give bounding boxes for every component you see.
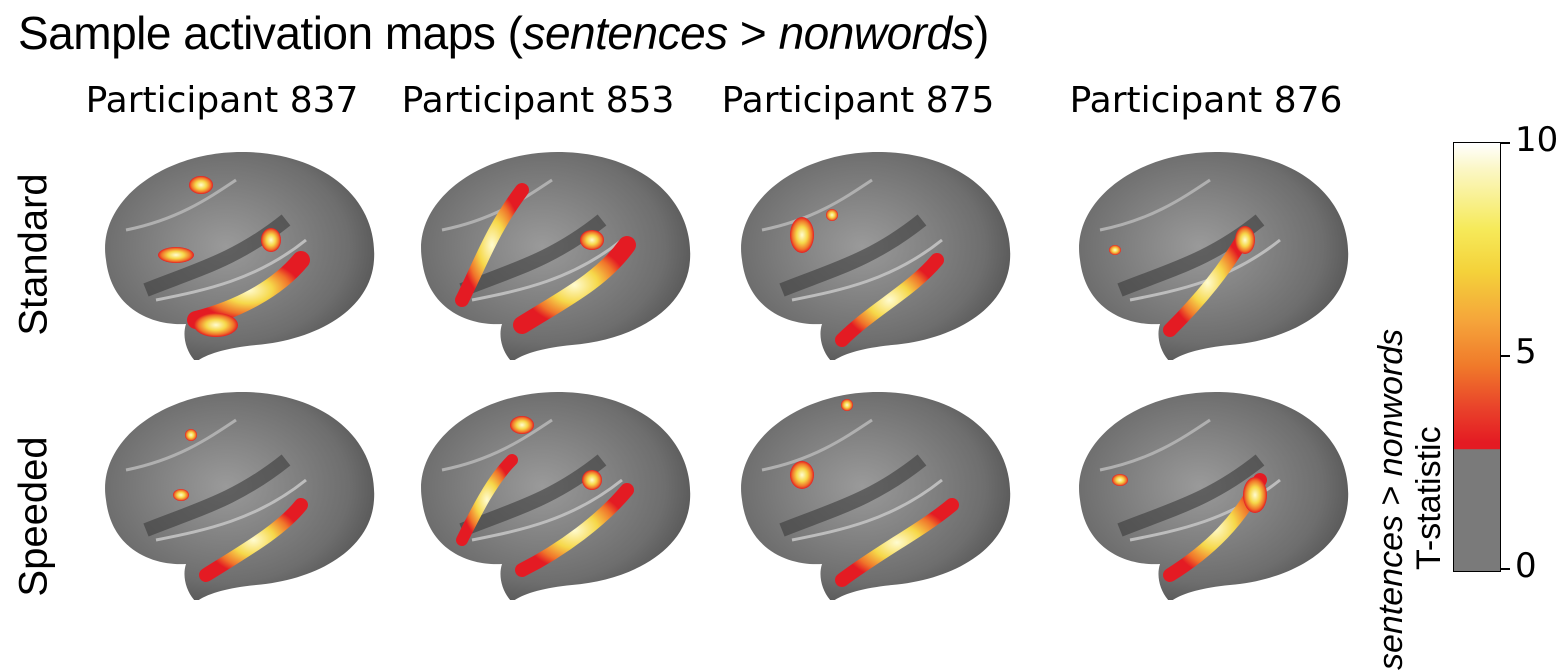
brain-map-876-standard xyxy=(1079,151,1349,360)
colorbar-title-line1: sentences > nonwords xyxy=(1372,329,1411,670)
title-contrast-a: sentences xyxy=(522,7,728,59)
figure-title: Sample activation maps (sentences > nonw… xyxy=(18,6,989,60)
participant-label-876: Participant 876 xyxy=(1069,80,1343,121)
condition-label-speeded: Speeded xyxy=(11,436,56,597)
brain-map-853-standard xyxy=(421,151,691,360)
colorbar-label-5: 5 xyxy=(1515,332,1537,372)
brain-map-876-speeded xyxy=(1079,391,1349,600)
colorbar-contrast-b: nonwords xyxy=(1372,328,1410,477)
brain-map-875-standard xyxy=(741,151,1011,360)
title-prefix: Sample activation maps ( xyxy=(18,7,523,59)
colorbar-title: sentences > nonwords T-statistic xyxy=(1370,140,1450,670)
colorbar-tick-5 xyxy=(1500,355,1510,357)
colorbar-title-line2: T-statistic xyxy=(1410,426,1448,570)
participant-label-853: Participant 853 xyxy=(401,80,675,121)
colorbar: 10 5 0 xyxy=(1453,120,1558,586)
colorbar-separator: > xyxy=(1372,476,1410,515)
colorbar-label-10: 10 xyxy=(1515,120,1559,160)
brain-map-837-standard xyxy=(105,151,375,360)
colorbar-tick-0 xyxy=(1500,568,1510,570)
title-contrast-b: nonwords xyxy=(778,7,975,59)
brain-map-853-speeded xyxy=(421,391,691,600)
title-suffix: ) xyxy=(974,7,989,59)
colorbar-gradient xyxy=(1453,142,1501,572)
participant-label-875: Participant 875 xyxy=(721,80,995,121)
colorbar-tick-10 xyxy=(1500,142,1510,144)
colorbar-label-0: 0 xyxy=(1515,546,1537,586)
brain-map-875-speeded xyxy=(741,391,1011,600)
colorbar-contrast-a: sentences xyxy=(1372,515,1410,670)
participant-label-837: Participant 837 xyxy=(85,80,359,121)
brain-map-837-speeded xyxy=(105,391,375,600)
title-separator: > xyxy=(727,7,779,59)
condition-label-standard: Standard xyxy=(11,173,56,336)
